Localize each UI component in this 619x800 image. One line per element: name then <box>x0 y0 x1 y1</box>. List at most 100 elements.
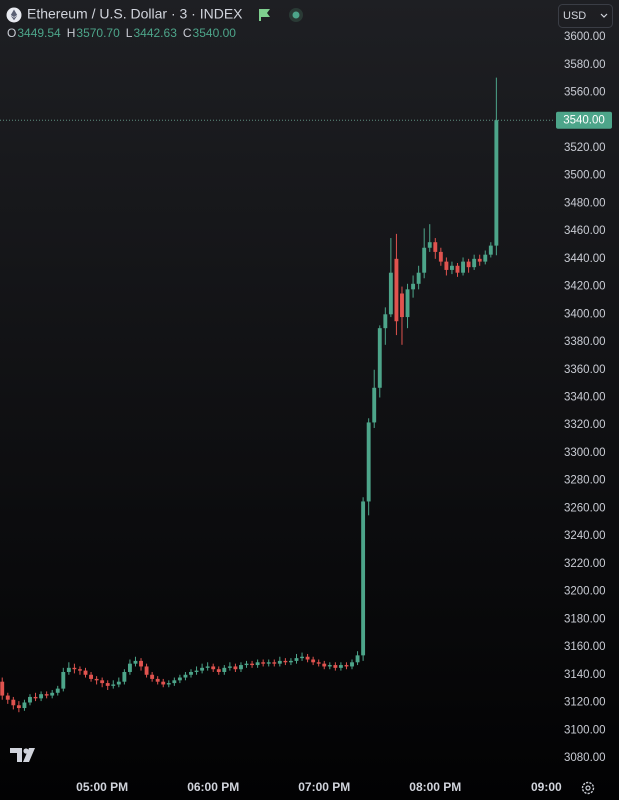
candle-body <box>372 387 377 423</box>
candle-body <box>361 501 366 656</box>
candle-body <box>283 660 288 663</box>
ohlc-value: 3442.63 <box>133 26 177 40</box>
candle-body <box>433 242 438 252</box>
candle-body <box>5 695 10 700</box>
currency[interactable]: USD <box>563 10 586 22</box>
ohlc-key: L <box>126 26 133 40</box>
candle-body <box>33 696 38 699</box>
candle-body <box>194 670 199 672</box>
dropdown-arrow <box>600 13 608 18</box>
y-tick-label: 3440.00 <box>564 253 606 265</box>
x-tick-label: 09:00 <box>531 780 562 794</box>
candle-body <box>150 674 155 679</box>
candle-body <box>116 681 121 685</box>
candle-body <box>72 667 77 670</box>
candle-body <box>277 660 282 664</box>
candle-body <box>166 683 171 685</box>
ohlc-key: O <box>7 26 16 40</box>
y-tick-label: 3480.00 <box>564 197 606 209</box>
candle-body <box>172 680 177 684</box>
candle-body <box>461 261 465 273</box>
y-tick-label: 3140.00 <box>564 669 606 681</box>
candle-body <box>416 272 421 284</box>
y-tick-label: 3240.00 <box>564 530 606 542</box>
y-tick-label: 3260.00 <box>564 502 606 514</box>
candle-body <box>483 254 488 262</box>
y-tick-label: 3400.00 <box>564 308 606 320</box>
candle-body <box>272 662 277 664</box>
candle-body <box>400 293 404 318</box>
candle-body <box>488 245 493 255</box>
symbol-title: Ethereum / U.S. Dollar · 3 · INDEX <box>27 6 243 22</box>
candle-body <box>300 656 304 659</box>
candle-body <box>427 242 432 248</box>
ohlc-value: 3570.70 <box>76 26 120 40</box>
candle-body <box>61 671 66 689</box>
candle-body <box>472 258 477 268</box>
y-tick-label: 3280.00 <box>564 475 606 487</box>
candle-body <box>261 662 266 664</box>
candle-body <box>28 696 32 703</box>
ohlc-key: C <box>183 26 192 40</box>
candle-body <box>377 328 382 388</box>
candle-body <box>133 660 138 664</box>
y-tick-label: 3120.00 <box>564 697 606 709</box>
candle-body <box>44 694 49 696</box>
candle-body <box>50 692 55 696</box>
y-tick-label: 3460.00 <box>564 225 606 237</box>
candle-body <box>189 671 193 675</box>
candle-body <box>477 258 482 262</box>
candle-body <box>211 666 216 670</box>
candle-body <box>155 678 160 682</box>
currency-button[interactable] <box>558 4 613 28</box>
candle-body <box>122 671 127 682</box>
flag-icon <box>259 9 270 21</box>
candle-body <box>0 681 5 696</box>
y-tick-label: 3580.00 <box>564 59 606 71</box>
candle-body <box>444 261 449 270</box>
candle-body <box>205 666 210 668</box>
y-tick-label: 3220.00 <box>564 558 606 570</box>
x-tick-label: 08:00 PM <box>409 780 461 794</box>
candle-body <box>450 265 454 270</box>
status-dot <box>292 11 300 19</box>
candle-body <box>338 665 343 668</box>
candle-body <box>16 705 21 709</box>
y-tick-label: 3600.00 <box>564 31 606 43</box>
plot-area <box>0 77 553 713</box>
y-tick-label: 3300.00 <box>564 447 606 459</box>
y-tick-label: 3320.00 <box>564 419 606 431</box>
candle-body <box>255 662 260 666</box>
ohlc-key: H <box>67 26 76 40</box>
y-tick-label: 3420.00 <box>564 281 606 293</box>
last-price-label: 3540.00 <box>563 115 605 127</box>
logo <box>10 748 35 762</box>
candle-body <box>11 699 16 706</box>
candle-body <box>183 674 188 678</box>
candle-body <box>78 669 82 671</box>
settings-center <box>585 785 591 791</box>
candle-body <box>94 678 99 681</box>
y-tick-label: 3340.00 <box>564 392 606 404</box>
candle-body <box>105 683 110 686</box>
ohlc-legend: O 3449.54 H 3570.70 L 3442.63 C 3540.00 <box>7 26 236 40</box>
candle-body <box>222 667 227 672</box>
candle-body <box>239 665 243 670</box>
candle-body <box>350 662 354 667</box>
candle-body <box>127 663 132 672</box>
x-tick-label: 06:00 PM <box>187 780 239 794</box>
y-tick-label: 3500.00 <box>564 170 606 182</box>
candle-body <box>111 684 116 686</box>
candle-body <box>305 656 310 660</box>
candle-body <box>366 422 371 502</box>
settings-icon[interactable] <box>581 781 595 795</box>
candle-body <box>466 261 471 268</box>
candle-body <box>333 665 338 668</box>
candle-body <box>266 662 271 664</box>
candle-body <box>422 247 427 273</box>
y-tick-label: 3560.00 <box>564 87 606 99</box>
candle-body <box>394 258 399 322</box>
